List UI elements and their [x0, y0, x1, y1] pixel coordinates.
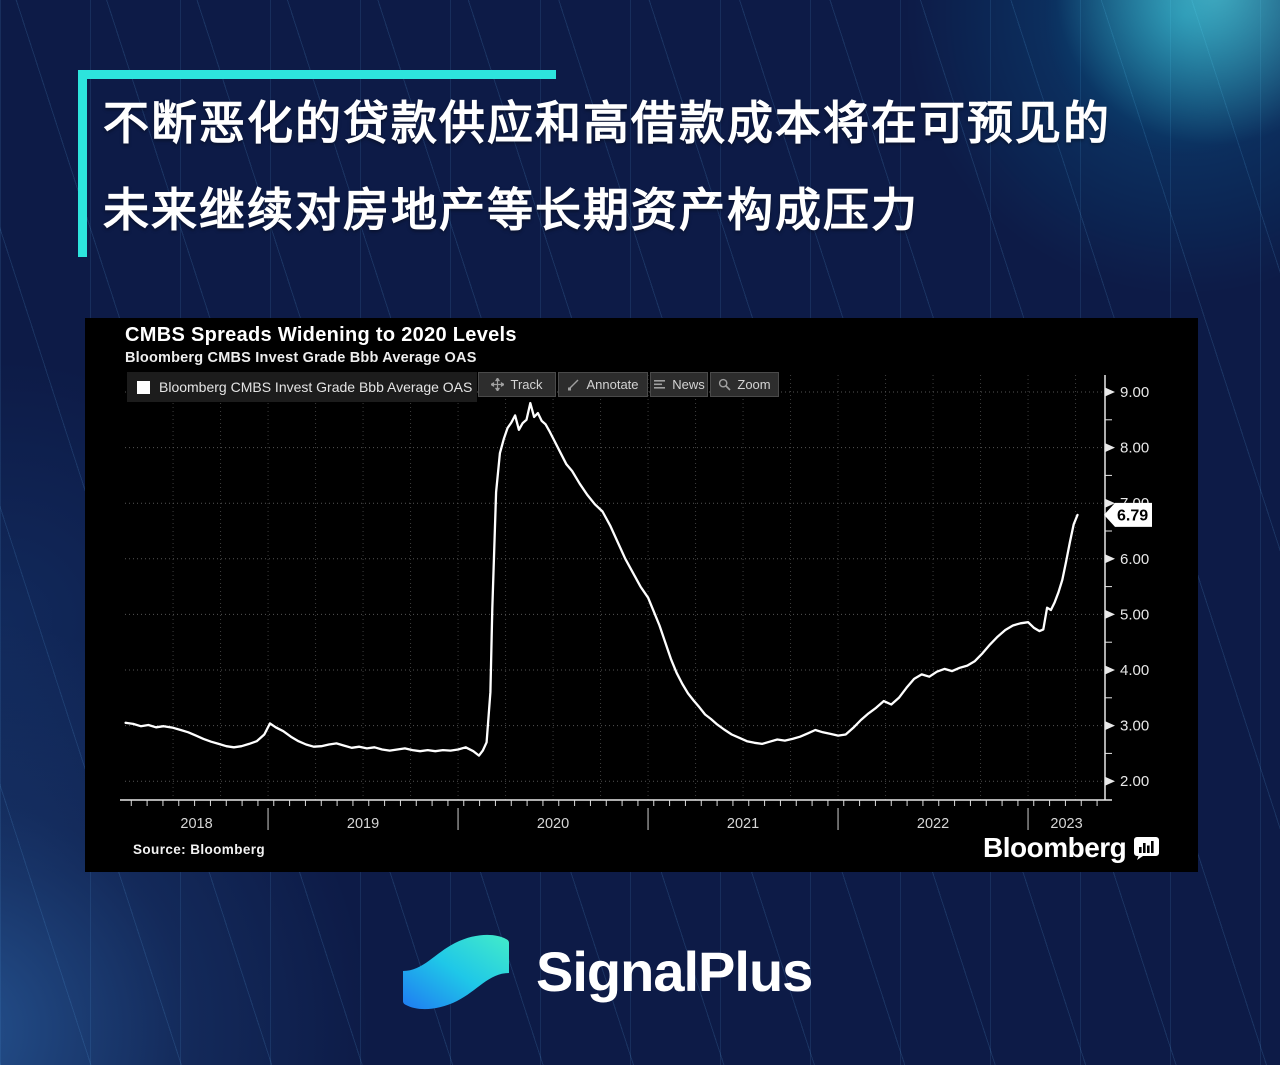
- signalplus-wave-logo-icon: [403, 934, 509, 1010]
- headline-line-1: 不断恶化的贷款供应和高借款成本将在可预见的: [103, 97, 1111, 149]
- bloomberg-chart-bubble-icon: [1134, 836, 1160, 860]
- x-axis: 2018 2019 2020 2021 2022 2023: [120, 799, 1112, 832]
- svg-text:6.00: 6.00: [1120, 551, 1149, 568]
- svg-text:5.00: 5.00: [1120, 606, 1149, 623]
- news-button-label: News: [672, 377, 705, 392]
- headline-accent-bar-left: [78, 70, 87, 257]
- zoom-button[interactable]: Zoom: [710, 372, 779, 397]
- headline-accent-bar-top: [78, 70, 556, 79]
- svg-text:2020: 2020: [537, 816, 569, 832]
- annotate-button-label: Annotate: [586, 377, 639, 392]
- svg-text:8.00: 8.00: [1120, 440, 1149, 457]
- svg-text:2019: 2019: [347, 816, 379, 832]
- chart-legend: Bloomberg CMBS Invest Grade Bbb Average …: [127, 372, 477, 402]
- chart-source-note: Source: Bloomberg: [133, 842, 266, 857]
- chart-subtitle: Bloomberg CMBS Invest Grade Bbb Average …: [125, 350, 477, 366]
- legend-swatch: [137, 380, 150, 394]
- svg-text:2023: 2023: [1050, 816, 1082, 832]
- zoom-magnifier-icon: [719, 378, 731, 391]
- headline-line-2: 未来继续对房地产等长期资产构成压力: [103, 184, 919, 236]
- oas-series-line: [124, 401, 1079, 757]
- legend-label: Bloomberg CMBS Invest Grade Bbb Average …: [159, 379, 473, 395]
- svg-text:2018: 2018: [180, 816, 212, 832]
- news-lines-icon: [654, 380, 666, 389]
- svg-text:2022: 2022: [917, 816, 949, 832]
- track-crosshair-icon: [491, 378, 505, 391]
- svg-text:2021: 2021: [727, 816, 759, 832]
- svg-text:6.79: 6.79: [1117, 507, 1148, 524]
- last-value-tag: 6.79: [1104, 502, 1152, 527]
- signalplus-brand: SignalPlus: [398, 930, 813, 1012]
- annotate-button[interactable]: Annotate: [558, 372, 648, 397]
- bloomberg-logo: Bloomberg: [983, 832, 1160, 864]
- cmbs-spread-line-chart: 2.003.004.005.006.007.008.009.0020182019…: [120, 375, 1152, 832]
- news-button[interactable]: News: [650, 372, 708, 397]
- svg-text:4.00: 4.00: [1120, 662, 1149, 679]
- svg-text:3.00: 3.00: [1120, 718, 1149, 735]
- annotate-pencil-icon: [568, 379, 579, 391]
- track-button-label: Track: [510, 377, 543, 392]
- track-button[interactable]: Track: [478, 372, 556, 397]
- vertical-gridlines: [172, 375, 1077, 800]
- chart-title: CMBS Spreads Widening to 2020 Levels: [125, 324, 517, 346]
- svg-text:9.00: 9.00: [1120, 384, 1149, 401]
- y-axis: 2.003.004.005.006.007.008.009.00: [1104, 375, 1149, 800]
- bloomberg-chart-panel: 2.003.004.005.006.007.008.009.0020182019…: [85, 318, 1198, 872]
- bloomberg-logo-text: Bloomberg: [983, 832, 1127, 863]
- horizontal-gridlines: [125, 391, 1105, 782]
- zoom-button-label: Zoom: [737, 377, 771, 392]
- svg-text:2.00: 2.00: [1120, 773, 1149, 790]
- signalplus-brand-name: SignalPlus: [536, 939, 813, 1003]
